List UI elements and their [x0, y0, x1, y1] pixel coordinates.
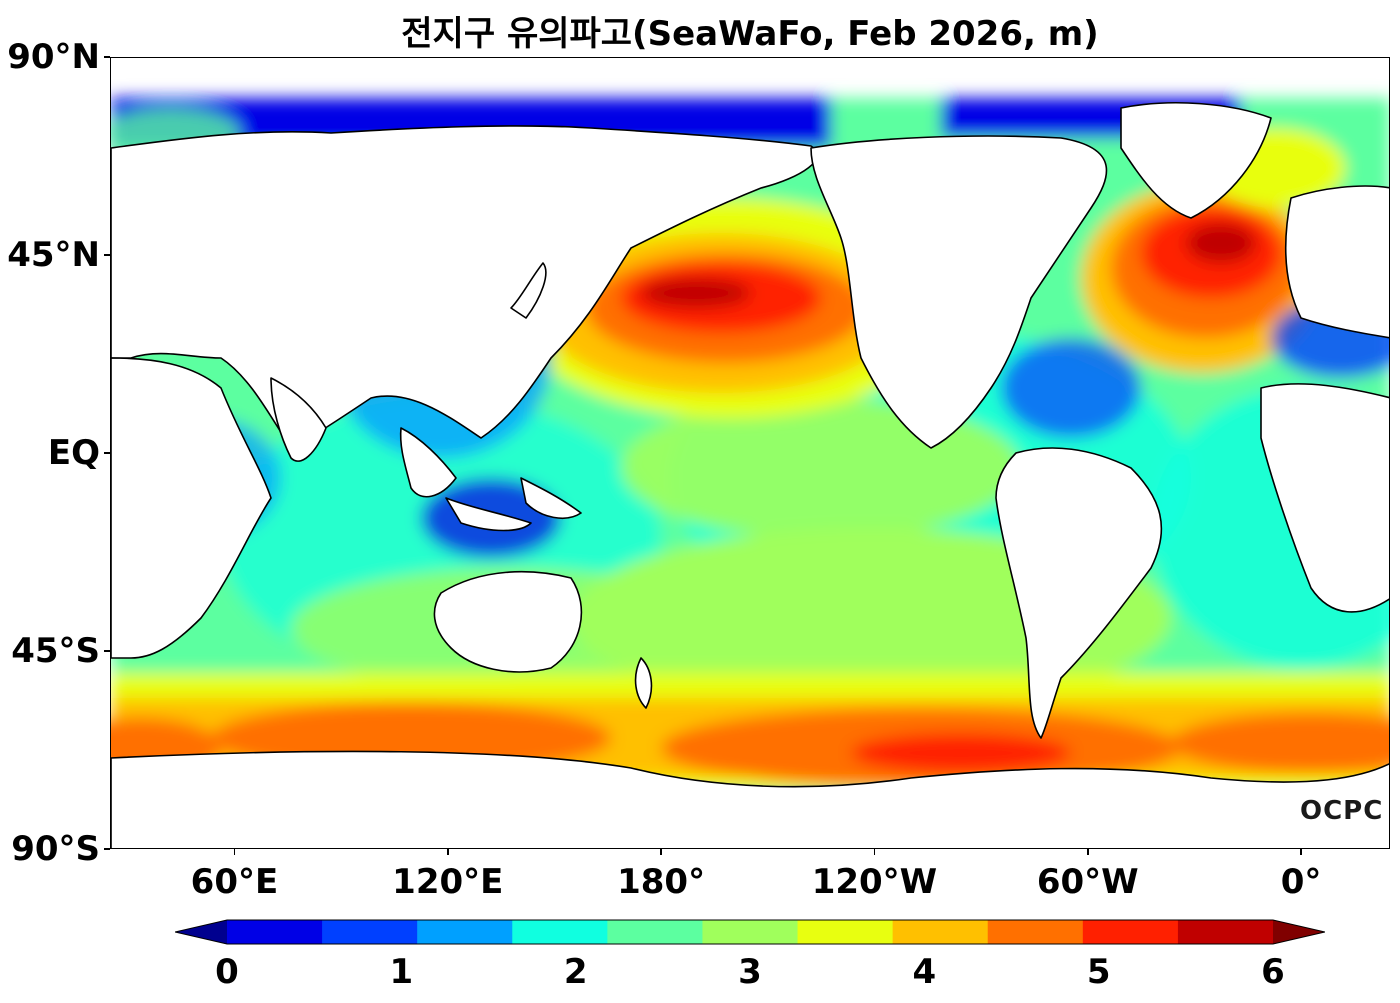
- colorbar-tick-label: 4: [912, 952, 937, 992]
- lon-label: 60°W: [1036, 862, 1139, 902]
- colorbar-extend-low: [175, 920, 227, 944]
- lon-label: 120°W: [811, 862, 938, 902]
- lat-tick: [104, 254, 110, 256]
- lat-tick: [104, 848, 110, 850]
- lat-tick: [104, 56, 110, 58]
- colorbar-tick-label: 6: [1261, 952, 1285, 992]
- colorbar-tick-label: 3: [738, 952, 762, 992]
- lat-label: 45°N: [7, 235, 100, 275]
- colorbar-extend-high: [1273, 920, 1325, 944]
- colorbar-segment: [702, 920, 799, 944]
- lon-tick: [447, 849, 449, 855]
- colorbar-tick-label: 0: [215, 952, 239, 992]
- lat-label: 45°S: [11, 631, 100, 671]
- colorbar-outline: [175, 919, 1325, 945]
- colorbar-segment: [227, 920, 323, 944]
- colorbar-segment: [417, 920, 513, 944]
- lat-tick: [104, 650, 110, 652]
- colorbar-segment: [1177, 920, 1274, 944]
- colorbar-segment: [1082, 920, 1179, 944]
- lon-tick: [873, 849, 876, 855]
- lon-tick: [1300, 849, 1302, 855]
- colorbar-segment: [607, 920, 703, 944]
- lon-tick: [660, 849, 662, 855]
- colorbar-segment: [987, 920, 1084, 944]
- colorbar-segment: [322, 920, 418, 944]
- wave-height-map: [110, 57, 1390, 849]
- colorbar-segment: [512, 920, 608, 944]
- colorbar-segment: [797, 920, 894, 944]
- lat-label: 90°N: [7, 37, 100, 77]
- lon-tick: [233, 849, 236, 855]
- lat-label: EQ: [47, 433, 100, 473]
- lon-tick: [1087, 849, 1089, 855]
- colorbar-tick-label: 2: [563, 952, 588, 992]
- colorbar-tick-label: 5: [1086, 952, 1111, 992]
- map-title: 전지구 유의파고(SeaWaFo, Feb 2026, m): [401, 14, 1099, 54]
- lat-tick: [104, 452, 110, 454]
- colorbar-segment: [892, 920, 989, 944]
- lat-label: 90°S: [11, 829, 100, 869]
- colorbar-tick-label: 1: [389, 952, 414, 992]
- lon-label: 0°: [1280, 862, 1322, 902]
- lon-label: 120°E: [392, 862, 504, 902]
- lon-label: 180°: [617, 862, 706, 902]
- colorbar: [175, 919, 1325, 945]
- land: [111, 102, 1389, 848]
- lon-label: 60°E: [190, 862, 279, 902]
- ocpc-logo: OCPC: [1300, 796, 1384, 826]
